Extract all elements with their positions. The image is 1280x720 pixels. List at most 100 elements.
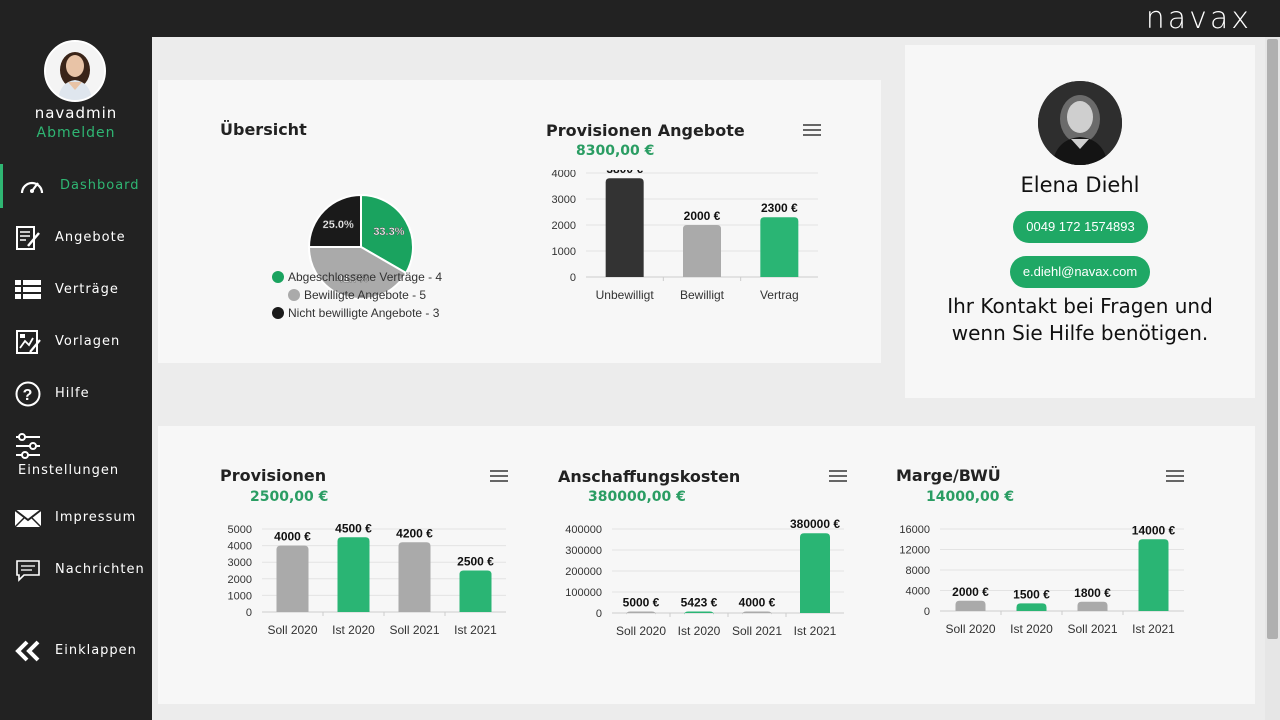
template-icon (14, 328, 42, 356)
data-label: 4200 € (396, 526, 433, 540)
x-tick-label: Unbewilligt (596, 288, 655, 302)
contact-help-line: wenn Sie Hilfe benötigen. (951, 321, 1209, 345)
nav-item-angebote[interactable]: Angebote (0, 216, 152, 260)
nav-label-nachrichten: Nachrichten (55, 562, 145, 577)
hamburger-menu-icon[interactable] (829, 470, 847, 484)
y-tick-label: 1000 (228, 590, 252, 602)
bar (742, 611, 772, 616)
document-edit-icon (14, 224, 42, 252)
commissions-bar-chart: 0 1000 2000 3000 4000 5000 4000 € Soll 2020 4500… (228, 521, 506, 637)
bar (760, 217, 799, 277)
vertical-scrollbar[interactable] (1265, 37, 1280, 720)
y-tick-label: 200000 (565, 566, 602, 578)
speedometer-icon (18, 172, 46, 200)
scrollbar-thumb[interactable] (1267, 39, 1278, 639)
nav-label-vertraege: Verträge (55, 282, 119, 297)
dashboard-main: Übersicht 33.3% 41.7% 25.0% Abgeschlossene… (152, 37, 1265, 720)
hamburger-menu-icon[interactable] (1166, 470, 1184, 484)
y-tick-label: 2000 (228, 574, 252, 586)
nav-item-einklappen[interactable]: Einklappen (0, 629, 152, 673)
data-label: 2000 € (684, 209, 721, 223)
acquisition-bar-chart: 0 100000 200000 300000 400000 5000 € Soll 2020… (565, 517, 844, 638)
hamburger-menu-icon[interactable] (803, 124, 821, 138)
nav-label-vorlagen: Vorlagen (55, 334, 121, 349)
data-label: 4000 € (739, 596, 776, 610)
y-tick-label: 100000 (565, 587, 602, 599)
bar (1016, 603, 1047, 611)
bar (398, 542, 431, 612)
data-label: 3800 € (606, 170, 643, 176)
legend-label: Nicht bewilligte Angebote - 3 (288, 306, 440, 320)
overview-title: Übersicht (220, 120, 307, 139)
data-label: 2300 € (761, 201, 798, 215)
pie-slice-label: 25.0% (323, 219, 354, 231)
data-label: 14000 € (1132, 523, 1176, 537)
margin-title: Marge/BWÜ (896, 466, 1001, 485)
x-tick-label: Ist 2021 (454, 623, 497, 637)
legend-item[interactable]: Bewilligte Angebote - 5 (272, 288, 442, 306)
contact-email-button[interactable]: e.diehl@navax.com (1010, 256, 1150, 288)
offers-commission-title: Provisionen Angebote (546, 121, 745, 140)
nav-item-impressum[interactable]: Impressum (0, 496, 152, 540)
nav-item-einstellungen[interactable]: Einstellungen (0, 430, 152, 482)
legend-label: Abgeschlossene Verträge - 4 (288, 270, 443, 284)
y-tick-label: 12000 (899, 545, 930, 557)
data-label: 2000 € (952, 585, 989, 599)
logout-link[interactable]: Abmelden (36, 125, 116, 141)
commissions-title: Provisionen (220, 466, 327, 485)
contact-avatar (1038, 81, 1122, 165)
nav-label-dashboard: Dashboard (60, 178, 140, 193)
offers-commission-amount: 8300,00 € (576, 143, 655, 159)
y-tick-label: 2000 (552, 220, 576, 232)
x-tick-label: Soll 2020 (945, 622, 995, 636)
contact-phone-button[interactable]: 0049 172 1574893 (1013, 211, 1148, 243)
nav-item-vertraege[interactable]: Verträge (0, 268, 152, 312)
nav-item-hilfe[interactable]: ? Hilfe (0, 372, 152, 416)
x-tick-label: Soll 2021 (389, 623, 439, 637)
y-tick-label: 4000 (552, 170, 576, 180)
contact-card: Elena Diehl 0049 172 1574893 e.diehl@nav… (905, 45, 1255, 398)
bar (683, 225, 721, 277)
top-bar: navax (152, 0, 1280, 37)
chat-icon (14, 556, 42, 584)
y-tick-label: 0 (246, 607, 252, 619)
nav-label-angebote: Angebote (55, 230, 126, 245)
y-tick-label: 3000 (552, 194, 576, 206)
hamburger-menu-icon[interactable] (490, 470, 508, 484)
bar (626, 611, 656, 616)
bar (800, 533, 830, 613)
bar (1077, 601, 1108, 611)
bar (955, 600, 986, 611)
help-icon: ? (14, 380, 42, 408)
y-tick-label: 0 (924, 606, 930, 618)
x-tick-label: Bewilligt (680, 288, 725, 302)
nav-item-dashboard[interactable]: Dashboard (0, 164, 152, 208)
overview-legend: Abgeschlossene Verträge - 4 Bewilligte A… (272, 270, 442, 324)
bar (276, 545, 309, 612)
nav-item-vorlagen[interactable]: Vorlagen (0, 320, 152, 364)
y-tick-label: 400000 (565, 524, 602, 536)
y-tick-label: 5000 (228, 524, 252, 536)
y-tick-label: 0 (570, 272, 576, 284)
y-tick-label: 4000 (906, 586, 930, 598)
pie-slice (307, 193, 362, 248)
contact-help-text: Ihr Kontakt bei Fragen und wenn Sie Hilf… (905, 293, 1255, 347)
sliders-icon (14, 432, 42, 460)
double-chevron-left-icon (14, 637, 42, 665)
x-tick-label: Ist 2021 (794, 624, 837, 638)
user-avatar[interactable] (44, 40, 106, 102)
legend-item[interactable]: Abgeschlossene Verträge - 4 (272, 270, 442, 288)
legend-item[interactable]: Nicht bewilligte Angebote - 3 (272, 306, 442, 324)
x-tick-label: Vertrag (760, 288, 799, 302)
data-label: 5423 € (681, 596, 718, 610)
nav-item-nachrichten[interactable]: Nachrichten (0, 548, 152, 592)
y-tick-label: 300000 (565, 545, 602, 557)
bar (605, 178, 644, 277)
acquisition-amount: 380000,00 € (588, 489, 686, 505)
overview-card: Übersicht 33.3% 41.7% 25.0% Abgeschlossene… (158, 80, 881, 363)
x-tick-label: Soll 2021 (732, 624, 782, 638)
legend-marker (272, 271, 284, 283)
y-tick-label: 1000 (552, 246, 576, 258)
margin-bar-chart: 0 4000 8000 12000 16000 2000 € Soll 2020 1500 €… (899, 523, 1184, 636)
bar (684, 611, 714, 616)
